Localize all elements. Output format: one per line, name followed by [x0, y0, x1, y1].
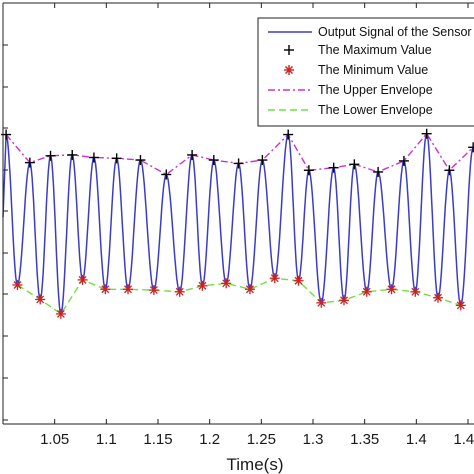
min-point	[293, 275, 304, 286]
max-point	[24, 157, 35, 168]
legend-label-maximum: The Maximum Value	[318, 43, 432, 57]
min-point	[244, 284, 255, 295]
legend-label-signal: Output Signal of the Sensor	[318, 25, 472, 39]
min-point	[455, 300, 466, 311]
x-tick-label: 1.15	[143, 431, 172, 448]
max-point	[45, 150, 56, 161]
legend-label-upper-envelope: The Upper Envelope	[318, 83, 433, 97]
max-point	[328, 162, 339, 173]
min-point	[361, 286, 372, 297]
min-point	[12, 280, 23, 290]
max-point	[398, 155, 409, 166]
max-point	[421, 128, 432, 139]
x-tick-label: 1.35	[350, 431, 379, 448]
min-point	[386, 284, 397, 295]
legend: Output Signal of the Sensor The Maximum …	[257, 17, 474, 127]
min-point	[339, 295, 349, 306]
legend-label-lower-envelope: The Lower Envelope	[318, 103, 433, 117]
x-tick-label: 1.3	[303, 431, 324, 448]
min-point	[148, 285, 159, 296]
min-point	[35, 294, 46, 305]
min-point	[269, 273, 280, 284]
x-tick-label: 1.4	[406, 431, 427, 448]
x-tick-label: 1.45	[453, 431, 474, 448]
max-point	[468, 142, 474, 153]
max-point	[303, 165, 314, 176]
max-point	[444, 165, 455, 176]
x-tick-label: 1.25	[247, 431, 276, 448]
min-point	[123, 284, 134, 295]
max-point	[373, 166, 384, 177]
min-point	[77, 274, 88, 285]
min-point	[316, 297, 327, 308]
max-point	[349, 159, 360, 170]
legend-label-minimum: The Minimum Value	[318, 63, 428, 77]
min-point	[55, 308, 66, 319]
min-point	[197, 280, 208, 291]
max-point	[283, 129, 294, 140]
x-axis-label: Time(s)	[227, 455, 284, 474]
max-point	[208, 155, 219, 166]
min-point	[410, 286, 421, 297]
x-tick-label: 1.2	[199, 431, 220, 448]
max-point	[135, 155, 146, 166]
max-point	[187, 149, 198, 160]
legend-swatch-maximum	[284, 45, 294, 55]
min-point	[433, 292, 444, 303]
legend-swatch-minimum	[284, 65, 294, 75]
max-point	[161, 169, 172, 180]
min-point	[174, 286, 185, 297]
x-tick-label: 1.05	[40, 431, 69, 448]
max-point	[257, 155, 268, 166]
min-point	[100, 284, 111, 295]
max-point	[111, 153, 122, 164]
max-point	[233, 158, 244, 169]
legend-box	[257, 17, 474, 127]
x-tick-label: 1.1	[96, 431, 117, 448]
max-point	[67, 149, 78, 160]
min-point	[221, 278, 232, 289]
max-point	[88, 152, 99, 163]
